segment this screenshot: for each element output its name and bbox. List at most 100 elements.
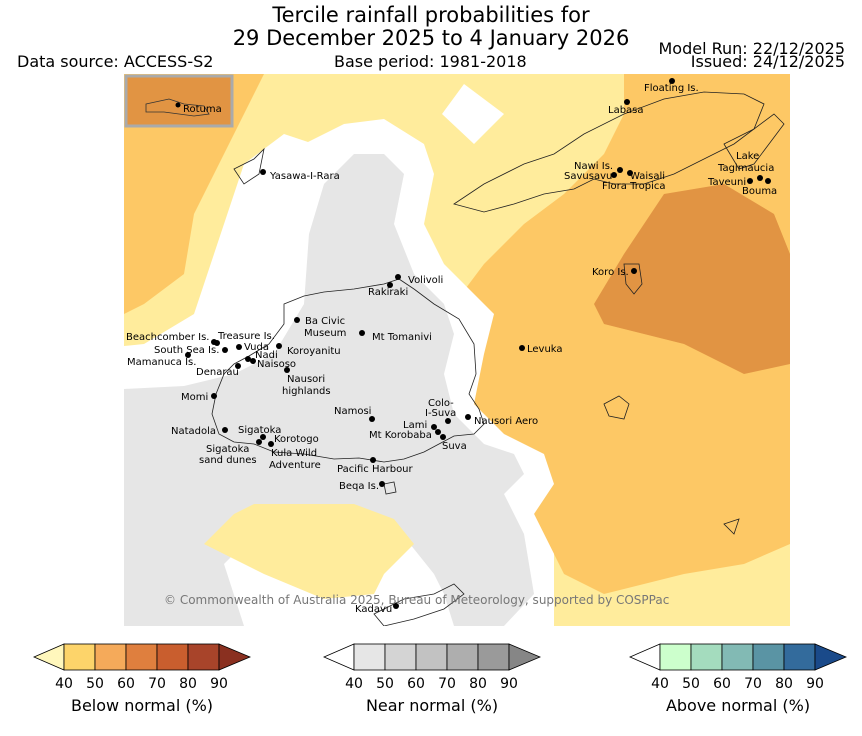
label-volivoli: Volivoli [408, 275, 443, 286]
marker-momi [211, 393, 217, 399]
marker-korotogo [268, 441, 274, 447]
colorbar-near [322, 643, 542, 671]
label-ba-2: Museum [304, 328, 346, 339]
marker-tomanivi [359, 330, 365, 336]
title-line-1: Tercile rainfall probabilities for [272, 3, 590, 27]
swatch-below-0 [32, 643, 65, 671]
marker-taveuni [747, 178, 753, 184]
swatch-above-5 [783, 643, 816, 671]
label-yasawa: Yasawa-I-Rara [269, 171, 340, 182]
marker-naisoso [250, 358, 256, 364]
marker-kadavu [393, 603, 399, 609]
label-southsea: South Sea Is. [154, 345, 219, 356]
label-korobaba: Mt Korobaba [369, 430, 432, 441]
rotuma-label: Rotuma [183, 104, 222, 115]
label-kula-1: Kula Wild [271, 448, 317, 459]
label-rakiraki: Rakiraki [368, 287, 408, 298]
gau-coast [603, 395, 630, 420]
label-pacific-harbour: Pacific Harbour [337, 464, 414, 475]
tick-near-60: 60 [407, 676, 425, 692]
model-run: Model Run: 22/12/2025 [658, 39, 846, 58]
swatch-above-3 [721, 643, 754, 671]
marker-lake [757, 175, 763, 181]
label-vuda: Vuda [244, 342, 269, 353]
swatch-near-2 [384, 643, 417, 671]
label-lake-2: Tagimaucia [717, 163, 774, 174]
marker-rakiraki [387, 282, 393, 288]
swatch-below-2 [94, 643, 127, 671]
legend-below-label: Below normal (%) [70, 696, 214, 715]
marker-korobaba [435, 429, 441, 435]
data-source: Data source: ACCESS-S2 [17, 52, 214, 71]
rotuma-coast [145, 98, 210, 117]
swatch-near-4 [446, 643, 479, 671]
tick-above-70: 70 [744, 676, 762, 692]
label-colo-2: I-Suva [425, 408, 456, 419]
label-suva: Suva [442, 441, 467, 452]
label-koroyanitu: Koroyanitu [287, 346, 341, 357]
zone-below-60 [594, 184, 790, 374]
label-koro: Koro Is. [592, 267, 629, 278]
marker-southsea [222, 347, 228, 353]
label-waisali: Waisali [630, 171, 665, 182]
marker-lami [431, 424, 437, 430]
tick-below-90: 90 [210, 676, 228, 692]
colorbar-below [32, 643, 252, 671]
place-labels: Floating Is. Labasa Yasawa-I-Rara Nawi I… [126, 83, 777, 615]
label-kadavu: Kadavu [355, 604, 392, 615]
tick-above-60: 60 [713, 676, 731, 692]
zone-below-40-south [204, 504, 414, 599]
label-denarau: Denarau [196, 367, 239, 378]
marker-nausori-highlands [284, 367, 290, 373]
label-treasure: Treasure Is. [217, 331, 275, 342]
label-colo-1: Colo- [428, 398, 454, 409]
marker-pacific-harbour [370, 457, 376, 463]
label-korotogo: Korotogo [274, 434, 319, 445]
tick-near-90: 90 [500, 676, 518, 692]
swatch-above-4 [752, 643, 785, 671]
swatch-below-3 [125, 643, 158, 671]
tick-above-80: 80 [775, 676, 793, 692]
tick-below-70: 70 [148, 676, 166, 692]
zone-near-40 [124, 154, 534, 626]
legend-above-normal: 40 50 60 70 80 90 Above normal (%) [628, 642, 848, 722]
tick-below-80: 80 [179, 676, 197, 692]
label-flora: Flora Tropica [602, 181, 665, 192]
marker-nausori-aero [465, 414, 471, 420]
kadavu-coast [373, 583, 465, 626]
taveuni-coast [723, 113, 785, 170]
marker-mamanuca [185, 352, 191, 358]
marker-namosi [369, 416, 375, 422]
viti-levu-coast [211, 278, 485, 463]
legend-below-normal: 40 50 60 70 80 90 Below normal (%) [32, 642, 252, 722]
marker-nadi [245, 356, 251, 362]
label-lami: Lami [403, 420, 427, 431]
zone-below-50-west [124, 74, 264, 314]
marker-denarau [235, 363, 241, 369]
vanua-levu-coast [453, 91, 765, 213]
marker-labasa [624, 99, 630, 105]
label-namosi: Namosi [334, 406, 371, 417]
marker-nawi [617, 167, 623, 173]
yasawa-coast [233, 147, 265, 185]
label-beachcomber: Beachcomber Is. [126, 332, 209, 343]
marker-waisali [627, 170, 633, 176]
zone-white-north [442, 84, 504, 144]
label-nausori-highlands-2: highlands [282, 386, 331, 397]
label-sigatoka: Sigatoka [238, 425, 281, 436]
rotuma-marker [175, 102, 181, 108]
swatch-above-0 [628, 643, 661, 671]
colorbar-above [628, 643, 848, 671]
label-nawi: Nawi Is. [574, 161, 613, 172]
label-nausori-aero: Nausori Aero [474, 416, 538, 427]
tick-below-40: 40 [55, 676, 73, 692]
tick-near-70: 70 [438, 676, 456, 692]
label-savusavu: Savusavu [564, 171, 612, 182]
place-markers [185, 78, 771, 609]
label-ba-1: Ba Civic [305, 316, 345, 327]
marker-bouma [765, 178, 771, 184]
label-tomanivi: Mt Tomanivi [372, 332, 432, 343]
base-period: Base period: 1981-2018 [334, 52, 527, 71]
copyright-credit: © Commonwealth of Australia 2025, Bureau… [164, 593, 669, 607]
swatch-below-6 [218, 643, 252, 671]
